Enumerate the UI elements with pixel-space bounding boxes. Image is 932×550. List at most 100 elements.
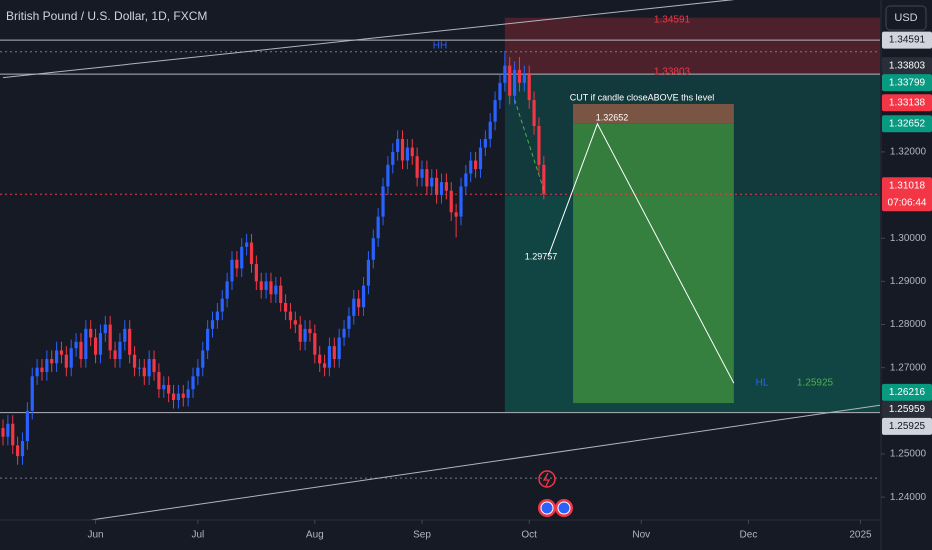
candle-body <box>186 389 190 398</box>
candle-body <box>347 315 351 329</box>
trend-line <box>90 404 881 521</box>
candle-body <box>396 138 400 152</box>
candle-body <box>537 126 541 165</box>
price-badge <box>882 57 932 75</box>
candle-body <box>381 186 385 217</box>
x-tick-label: Jun <box>88 530 104 541</box>
candle-body <box>449 190 453 213</box>
annotation: 1.32652 <box>596 112 629 122</box>
candle-body <box>128 328 132 355</box>
candle-body <box>6 423 10 437</box>
candle-body <box>79 341 83 360</box>
candle-body <box>493 100 497 122</box>
price-badge-label: 1.31018 <box>889 180 926 191</box>
candle-body <box>84 328 88 360</box>
price-badge <box>882 115 932 133</box>
annotation: HL <box>756 378 769 389</box>
candle-body <box>206 328 210 351</box>
candle-body <box>327 346 332 368</box>
candle-body <box>254 264 258 282</box>
candle-body <box>103 324 107 334</box>
zone <box>573 104 734 124</box>
y-tick-label: 1.32000 <box>890 147 927 158</box>
candle-body <box>201 350 205 368</box>
price-badge-label: 1.34591 <box>889 35 926 46</box>
countdown: 07:06:44 <box>888 197 927 208</box>
candle-body <box>11 423 15 446</box>
price-badge-label: 1.33799 <box>889 77 926 88</box>
price-badge <box>882 383 932 401</box>
y-tick-label: 1.27000 <box>890 362 927 373</box>
chart-title: British Pound / U.S. Dollar, 1D, FXCM <box>6 9 207 23</box>
candle-body <box>517 69 522 83</box>
candle-body <box>308 328 312 334</box>
candle-body <box>542 164 546 195</box>
candle-body <box>137 367 142 369</box>
candle-body <box>293 320 297 325</box>
y-tick-label: 1.30000 <box>890 233 927 244</box>
candle-body <box>303 328 307 342</box>
candle-body <box>1 428 5 437</box>
annotation: 1.33803 <box>654 67 691 78</box>
candle-body <box>162 384 166 390</box>
candle-body <box>40 367 44 372</box>
candle-body <box>376 216 380 239</box>
candle-body <box>279 285 283 303</box>
candle-body <box>288 311 293 321</box>
annotation: 1.29757 <box>525 251 558 261</box>
candle-body <box>371 238 375 260</box>
price-badge <box>882 74 932 92</box>
candle-body <box>118 341 122 360</box>
trend-line <box>2 0 734 79</box>
candle-body <box>50 359 54 364</box>
zone <box>573 123 734 404</box>
candle-body <box>20 441 25 457</box>
candle-body <box>322 363 327 368</box>
candle-body <box>225 281 229 299</box>
candle-body <box>171 393 176 401</box>
candle-body <box>264 281 268 290</box>
candle-body <box>512 69 517 96</box>
price-badge-label: 1.25925 <box>889 421 926 432</box>
candle-body <box>459 186 463 217</box>
candle-body <box>425 169 429 187</box>
candle-body <box>366 259 371 286</box>
candle-body <box>274 285 278 295</box>
event-icon[interactable] <box>538 470 556 488</box>
candle-body <box>313 333 317 355</box>
candle-body <box>54 350 59 364</box>
currency-button[interactable] <box>885 5 927 31</box>
candle-body <box>283 302 288 312</box>
candle-body <box>420 169 424 178</box>
candle-body <box>74 341 78 349</box>
candle-body <box>35 367 39 377</box>
y-tick-label: 1.28000 <box>890 319 927 330</box>
candle-body <box>400 138 405 161</box>
candle-body <box>93 337 98 355</box>
candle-body <box>152 359 156 372</box>
x-tick-label: 2025 <box>849 530 872 541</box>
price-badge <box>882 31 932 49</box>
candle-body <box>464 173 468 187</box>
trend-line <box>548 122 735 384</box>
x-tick-label: Nov <box>632 530 650 541</box>
candle-body <box>16 445 20 457</box>
candle-body <box>269 281 273 295</box>
event-icons <box>538 470 573 517</box>
price-badge-label: 1.33138 <box>889 97 926 108</box>
candle-body <box>64 354 68 368</box>
candle-body <box>410 147 414 157</box>
candle-body <box>391 151 395 165</box>
flag-icon-inner <box>557 501 571 515</box>
candle-body <box>215 311 219 321</box>
currency[interactable]: USD <box>894 12 917 24</box>
candle-body <box>30 376 34 411</box>
candle-body <box>508 65 512 96</box>
price-badge-label: 1.32652 <box>889 118 926 129</box>
y-tick-label: 1.24000 <box>890 492 927 503</box>
candle-body <box>454 212 458 217</box>
price-badge <box>882 400 932 418</box>
x-tick-label: Jul <box>191 530 204 541</box>
